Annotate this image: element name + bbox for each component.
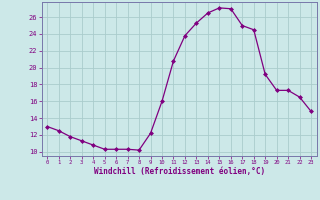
- X-axis label: Windchill (Refroidissement éolien,°C): Windchill (Refroidissement éolien,°C): [94, 167, 265, 176]
